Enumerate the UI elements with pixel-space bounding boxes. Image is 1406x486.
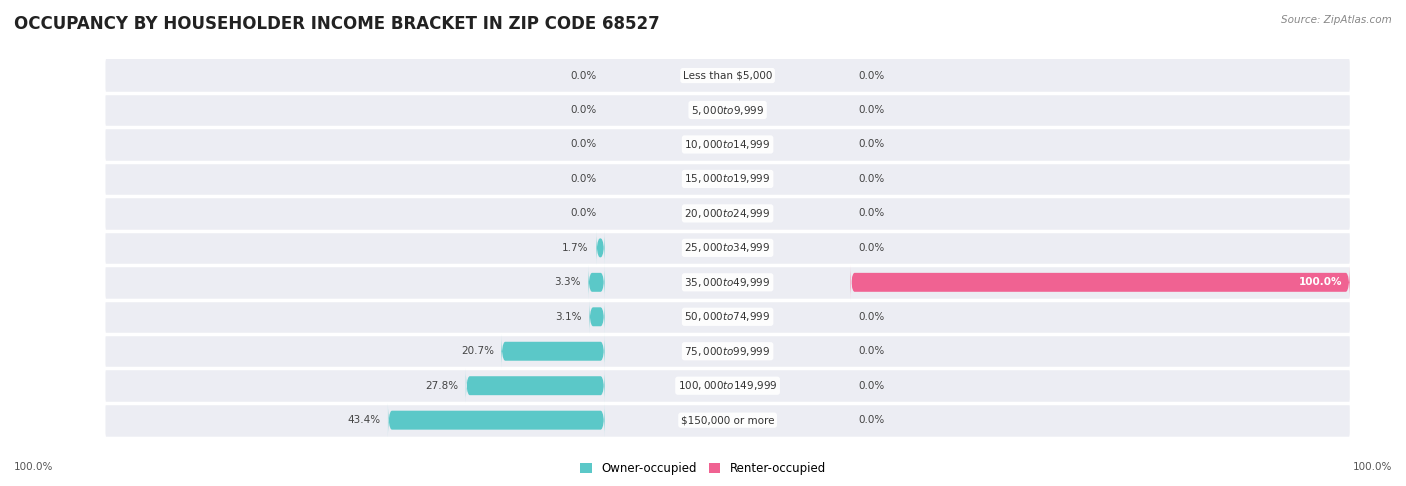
Text: $150,000 or more: $150,000 or more <box>681 415 775 425</box>
Text: $20,000 to $24,999: $20,000 to $24,999 <box>685 207 770 220</box>
FancyBboxPatch shape <box>105 197 1350 230</box>
Text: 100.0%: 100.0% <box>1353 462 1392 471</box>
Text: $25,000 to $34,999: $25,000 to $34,999 <box>685 242 770 254</box>
Text: $100,000 to $149,999: $100,000 to $149,999 <box>678 379 778 392</box>
Text: 3.3%: 3.3% <box>554 278 581 287</box>
Text: 3.1%: 3.1% <box>555 312 582 322</box>
Text: 100.0%: 100.0% <box>14 462 53 471</box>
Text: $5,000 to $9,999: $5,000 to $9,999 <box>690 104 765 117</box>
FancyBboxPatch shape <box>465 367 605 404</box>
Text: 0.0%: 0.0% <box>858 174 884 184</box>
Text: 1.7%: 1.7% <box>562 243 589 253</box>
FancyBboxPatch shape <box>105 162 1350 195</box>
Text: 0.0%: 0.0% <box>858 415 884 425</box>
Text: 0.0%: 0.0% <box>858 243 884 253</box>
Text: OCCUPANCY BY HOUSEHOLDER INCOME BRACKET IN ZIP CODE 68527: OCCUPANCY BY HOUSEHOLDER INCOME BRACKET … <box>14 15 659 33</box>
FancyBboxPatch shape <box>105 128 1350 161</box>
FancyBboxPatch shape <box>105 404 1350 437</box>
FancyBboxPatch shape <box>105 335 1350 368</box>
Text: 43.4%: 43.4% <box>347 415 381 425</box>
Text: 0.0%: 0.0% <box>571 208 598 218</box>
FancyBboxPatch shape <box>105 266 1350 299</box>
FancyBboxPatch shape <box>588 264 605 300</box>
FancyBboxPatch shape <box>589 299 605 335</box>
FancyBboxPatch shape <box>105 369 1350 402</box>
Text: $15,000 to $19,999: $15,000 to $19,999 <box>685 173 770 186</box>
Text: Source: ZipAtlas.com: Source: ZipAtlas.com <box>1281 15 1392 25</box>
FancyBboxPatch shape <box>388 402 605 438</box>
Text: 20.7%: 20.7% <box>461 346 494 356</box>
Text: 0.0%: 0.0% <box>858 139 884 150</box>
FancyBboxPatch shape <box>105 93 1350 126</box>
Text: Less than $5,000: Less than $5,000 <box>683 70 772 81</box>
Text: 0.0%: 0.0% <box>858 208 884 218</box>
Text: 27.8%: 27.8% <box>425 381 458 391</box>
Text: 0.0%: 0.0% <box>571 174 598 184</box>
FancyBboxPatch shape <box>105 231 1350 264</box>
Legend: Owner-occupied, Renter-occupied: Owner-occupied, Renter-occupied <box>575 458 831 480</box>
Text: $75,000 to $99,999: $75,000 to $99,999 <box>685 345 770 358</box>
FancyBboxPatch shape <box>502 333 605 369</box>
Text: 0.0%: 0.0% <box>571 70 598 81</box>
FancyBboxPatch shape <box>596 230 605 266</box>
FancyBboxPatch shape <box>105 300 1350 333</box>
Text: 0.0%: 0.0% <box>571 139 598 150</box>
Text: 100.0%: 100.0% <box>1299 278 1343 287</box>
Text: $35,000 to $49,999: $35,000 to $49,999 <box>685 276 770 289</box>
Text: $50,000 to $74,999: $50,000 to $74,999 <box>685 310 770 323</box>
Text: $10,000 to $14,999: $10,000 to $14,999 <box>685 138 770 151</box>
Text: 0.0%: 0.0% <box>858 312 884 322</box>
FancyBboxPatch shape <box>851 264 1350 300</box>
Text: 0.0%: 0.0% <box>858 70 884 81</box>
Text: 0.0%: 0.0% <box>858 105 884 115</box>
Text: 0.0%: 0.0% <box>858 346 884 356</box>
Text: 0.0%: 0.0% <box>858 381 884 391</box>
FancyBboxPatch shape <box>105 59 1350 92</box>
Text: 0.0%: 0.0% <box>571 105 598 115</box>
